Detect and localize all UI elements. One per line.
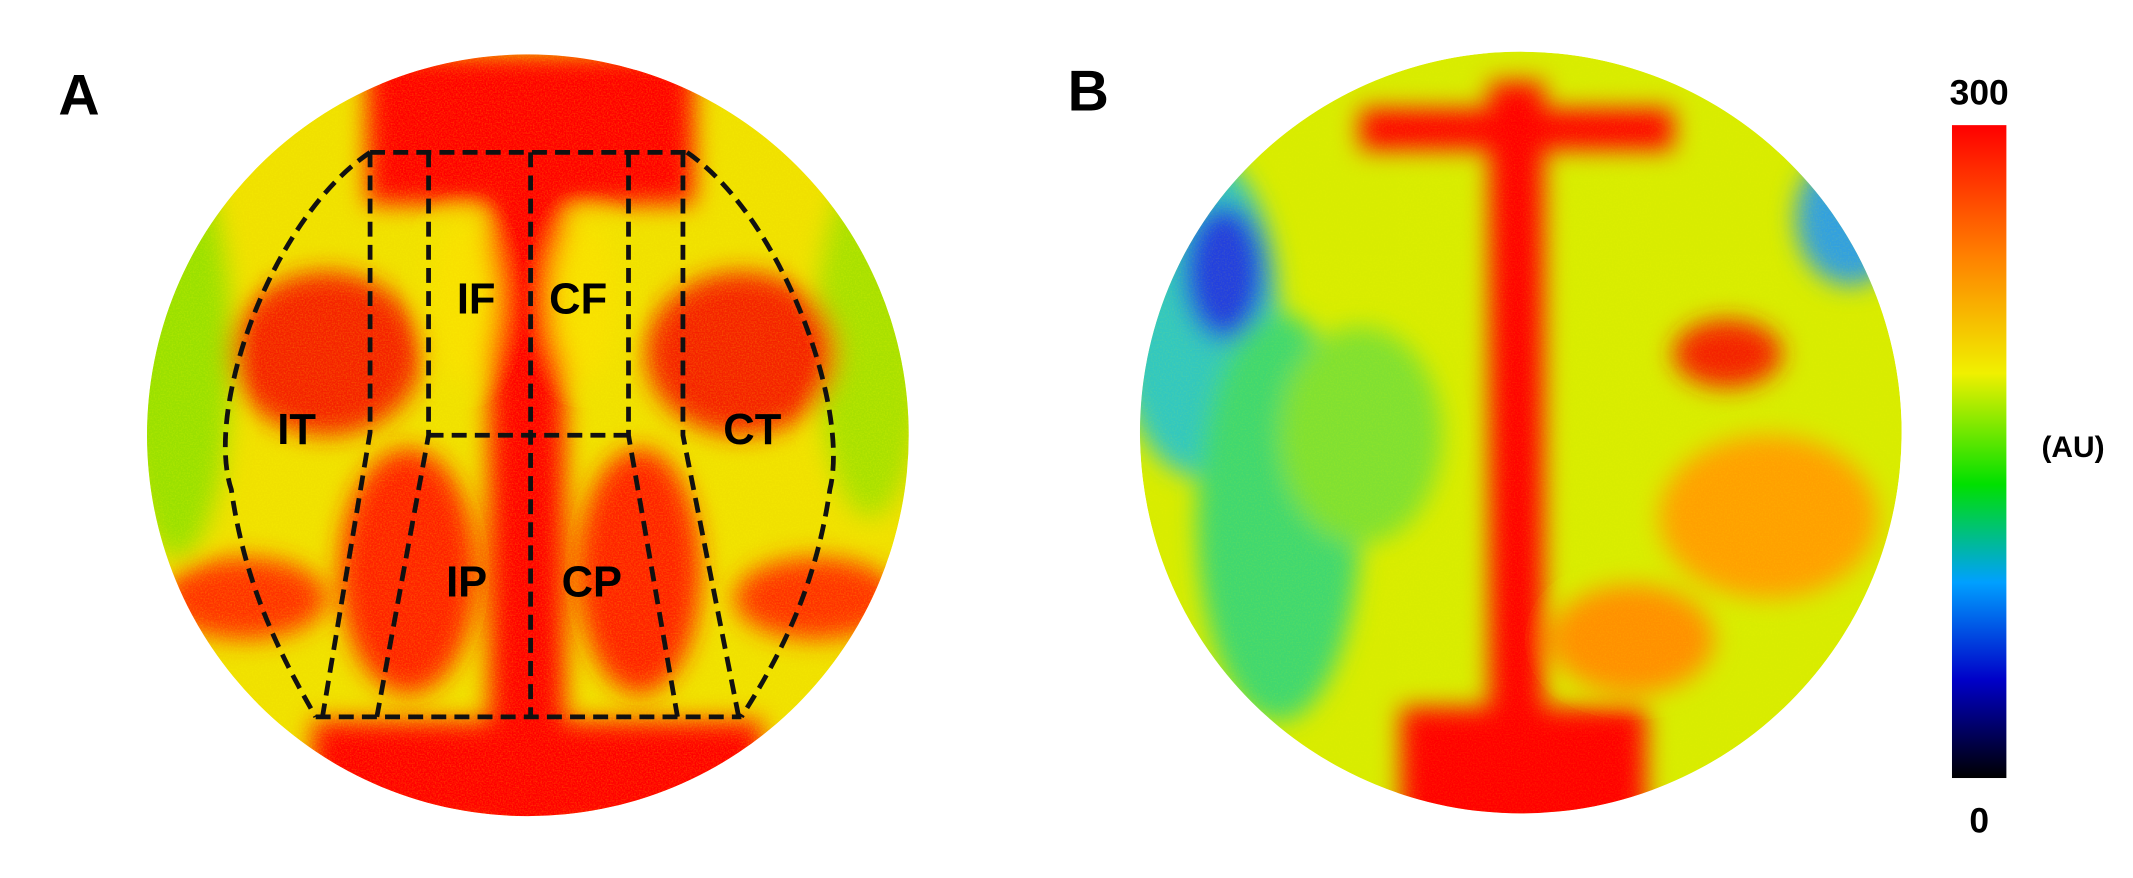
region-label: CT	[723, 406, 781, 454]
colorbar-unit: (AU)	[2041, 431, 2104, 464]
colorbar-min: 0	[1969, 801, 1989, 840]
panel-label: B	[1068, 59, 1109, 123]
region-outlines	[222, 149, 836, 720]
region-label: IT	[277, 406, 316, 454]
region-label: IF	[457, 275, 496, 323]
heatmap-b	[1139, 51, 1902, 814]
region-label: CP	[562, 558, 622, 606]
heatmap-a	[147, 54, 909, 817]
colorbar	[1951, 125, 2007, 779]
colorbar-max: 300	[1950, 74, 2009, 113]
region-label: CF	[549, 275, 607, 323]
region-label: IP	[446, 558, 487, 606]
panel-label: A	[58, 63, 99, 127]
